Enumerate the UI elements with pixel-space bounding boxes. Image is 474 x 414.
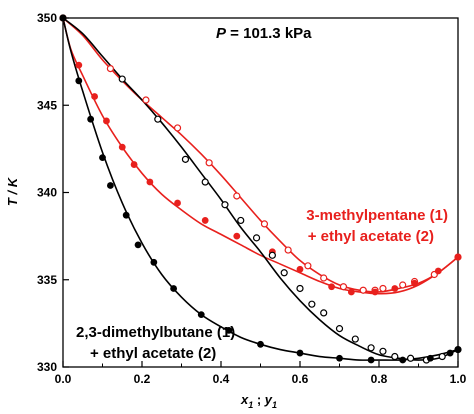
- vapor-point-3-methylpentane: [142, 96, 150, 104]
- vapor-point-dimethylbutane: [154, 115, 162, 123]
- liquid-point-3-methylpentane: [118, 143, 126, 151]
- liquid-point-3-methylpentane: [411, 279, 418, 287]
- y-axis-label: T / K: [5, 176, 20, 206]
- vapor-point-dimethylbutane: [118, 75, 126, 83]
- liquid-point-dimethylbutane: [257, 340, 264, 348]
- plot-frame: [62, 17, 459, 368]
- x-tick-label: 1.0: [450, 372, 467, 386]
- x-axis-label: x1 ; y1: [240, 392, 277, 410]
- liquid-point-3-methylpentane: [174, 199, 181, 207]
- vapor-point-dimethylbutane: [221, 201, 229, 209]
- liquid-point-dimethylbutane: [225, 326, 233, 334]
- series-annotation-3-methylpentane-line2: + ethyl acetate (2): [308, 228, 434, 245]
- liquid-point-dimethylbutane: [122, 211, 130, 219]
- liquid-point-dimethylbutane: [367, 356, 375, 364]
- vapor-point-3-methylpentane: [359, 286, 367, 294]
- vapor-point-dimethylbutane: [438, 352, 446, 361]
- x-tick-label: 0.4: [213, 372, 230, 386]
- series-annotation-dimethylbutane-line1: 2,3-dimethylbutane (1): [76, 324, 235, 341]
- liquid-point-dimethylbutane: [99, 154, 106, 162]
- vapor-point-dimethylbutane: [268, 251, 276, 259]
- dew-curve-dimethylbutane: [62, 17, 459, 361]
- x-tick-label: 0.0: [55, 372, 72, 386]
- liquid-point-3-methylpentane: [75, 61, 83, 69]
- y-tick-label: 330: [37, 360, 57, 374]
- vapor-point-3-methylpentane: [106, 65, 115, 73]
- liquid-point-3-methylpentane: [233, 232, 241, 240]
- liquid-point-dimethylbutane: [197, 311, 205, 319]
- y-tick-label: 350: [37, 11, 57, 25]
- vapor-point-dimethylbutane: [335, 325, 344, 333]
- vapor-point-3-methylpentane: [320, 274, 328, 282]
- liquid-point-dimethylbutane: [107, 182, 114, 189]
- series-annotation-dimethylbutane-line2: + ethyl acetate (2): [90, 345, 216, 362]
- x-tick-label: 0.8: [371, 372, 388, 386]
- vapor-point-dimethylbutane: [252, 234, 261, 242]
- chart-title: P = 101.3 kPa: [216, 25, 312, 42]
- vapor-point-dimethylbutane: [351, 335, 359, 343]
- vapor-point-dimethylbutane: [201, 178, 209, 186]
- vapor-point-3-methylpentane: [260, 220, 269, 228]
- liquid-point-3-methylpentane: [371, 288, 379, 296]
- liquid-point-dimethylbutane: [296, 349, 304, 357]
- x-tick-label: 0.6: [292, 372, 309, 386]
- liquid-point-dimethylbutane: [150, 258, 158, 266]
- liquid-point-3-methylpentane: [103, 117, 110, 125]
- liquid-point-dimethylbutane: [336, 354, 343, 362]
- series-annotation-3-methylpentane-line1: 3-methylpentane (1): [306, 207, 448, 224]
- liquid-point-dimethylbutane: [454, 346, 462, 353]
- plot-axes: 0.0 0.2 0.4 0.6 0.8 1.0 330 335 340 345 350: [37, 11, 467, 386]
- liquid-point-dimethylbutane: [75, 77, 83, 85]
- bubble-curve-dimethylbutane: [62, 17, 459, 361]
- liquid-point-3-methylpentane: [91, 93, 98, 100]
- liquid-point-3-methylpentane: [146, 178, 154, 186]
- vapor-point-3-methylpentane: [304, 262, 312, 270]
- vapor-point-dimethylbutane: [280, 269, 288, 277]
- vapor-point-dimethylbutane: [181, 155, 190, 163]
- vapor-point-dimethylbutane: [320, 309, 328, 317]
- vapor-point-3-methylpentane: [399, 281, 407, 289]
- vapor-point-dimethylbutane: [391, 352, 399, 361]
- liquid-point-3-methylpentane: [454, 253, 462, 261]
- bubble-curve-3-methylpentane: [62, 17, 459, 295]
- vapor-point-dimethylbutane: [296, 284, 304, 293]
- liquid-point-dimethylbutane: [170, 285, 178, 292]
- liquid-point-dimethylbutane: [426, 354, 434, 362]
- liquid-point-dimethylbutane: [446, 349, 454, 357]
- vapor-point-dimethylbutane: [379, 347, 387, 355]
- liquid-point-dimethylbutane: [134, 241, 142, 249]
- vapor-point-3-methylpentane: [284, 246, 292, 254]
- vapor-point-dimethylbutane: [237, 216, 245, 225]
- vapor-point-3-methylpentane: [205, 159, 213, 167]
- liquid-point-dimethylbutane: [59, 14, 67, 22]
- vapor-point-3-methylpentane: [379, 284, 387, 293]
- vapor-point-3-methylpentane: [233, 192, 241, 200]
- vapor-point-dimethylbutane: [367, 344, 375, 352]
- vapor-point-dimethylbutane: [308, 300, 316, 308]
- liquid-point-3-methylpentane: [434, 267, 442, 275]
- vapor-point-3-methylpentane: [339, 283, 348, 291]
- liquid-point-3-methylpentane: [328, 283, 335, 291]
- liquid-point-3-methylpentane: [130, 161, 138, 168]
- liquid-point-dimethylbutane: [87, 115, 95, 123]
- liquid-point-3-methylpentane: [201, 217, 209, 224]
- vapor-point-dimethylbutane: [407, 354, 415, 362]
- liquid-point-3-methylpentane: [347, 288, 355, 296]
- liquid-point-dimethylbutane: [399, 356, 407, 364]
- x-tick-label: 0.2: [134, 372, 151, 386]
- model-curves: [62, 17, 459, 361]
- data-points: [59, 14, 462, 364]
- y-tick-label: 335: [37, 273, 57, 287]
- liquid-point-3-methylpentane: [296, 265, 304, 273]
- y-tick-label: 340: [37, 186, 57, 200]
- vapor-point-3-methylpentane: [173, 124, 182, 132]
- liquid-point-3-methylpentane: [391, 285, 399, 292]
- y-tick-label: 345: [37, 98, 57, 112]
